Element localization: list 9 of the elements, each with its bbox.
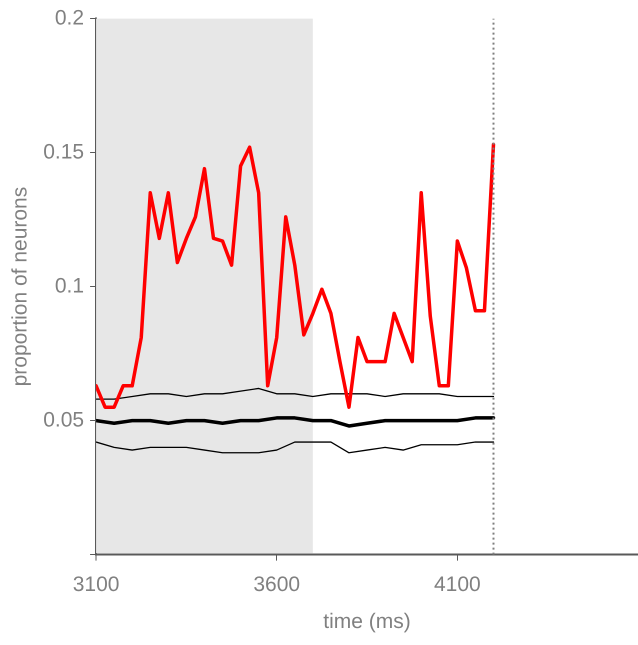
x-axis-title: time (ms) bbox=[323, 610, 411, 634]
x-tick-label: 3600 bbox=[253, 572, 300, 596]
y-axis-title: proportion of neurons bbox=[8, 186, 32, 386]
y-tick-label: 0.1 bbox=[54, 274, 84, 298]
y-tick-label: 0.15 bbox=[43, 140, 84, 164]
x-tick-label: 3100 bbox=[72, 572, 120, 596]
x-tick-label: 4100 bbox=[434, 572, 481, 596]
y-tick-label: 0.2 bbox=[54, 6, 84, 30]
y-tick-label: 0.05 bbox=[43, 408, 84, 432]
